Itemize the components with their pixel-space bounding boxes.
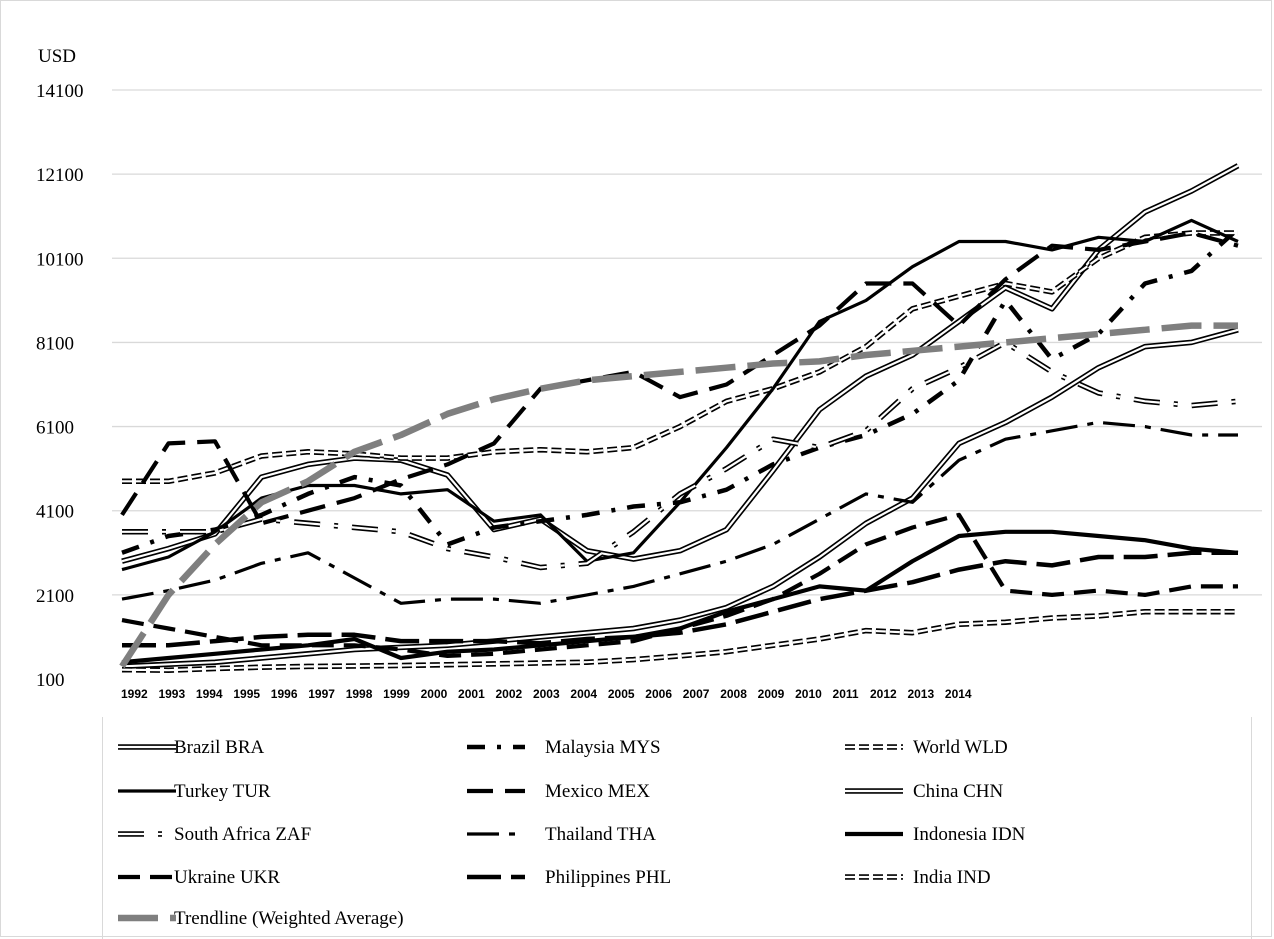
series-path xyxy=(119,322,1238,669)
x-tick-label: 2004 xyxy=(570,687,597,701)
series-line-9 xyxy=(121,512,1238,659)
series-line-6 xyxy=(122,339,1239,571)
x-tick-label: 1997 xyxy=(308,687,335,701)
series-path xyxy=(121,218,1239,572)
x-tick-label: 2010 xyxy=(795,687,822,701)
series-path xyxy=(122,550,1238,648)
legend-item: Brazil BRA xyxy=(118,737,265,758)
legend-item: Trendline (Weighted Average) xyxy=(118,908,404,929)
x-tick-label: 2000 xyxy=(421,687,448,701)
y-tick-label: 14100 xyxy=(36,81,84,102)
series-lines xyxy=(119,163,1240,673)
series-line-12 xyxy=(119,322,1238,669)
x-tick-label: 2009 xyxy=(758,687,785,701)
y-tick-label: 8100 xyxy=(36,333,74,354)
series-path xyxy=(121,420,1238,605)
legend-label: World WLD xyxy=(913,737,1008,758)
y-tick-label: 100 xyxy=(36,670,65,691)
x-tick-label: 1992 xyxy=(121,687,148,701)
legend-item: World WLD xyxy=(845,737,1008,758)
series-line-10 xyxy=(122,550,1238,648)
series-path xyxy=(121,610,1238,672)
series-path xyxy=(120,230,1239,526)
y-tick-label: 6100 xyxy=(36,418,74,439)
y-axis-title: USD xyxy=(38,46,76,67)
x-tick-label: 2014 xyxy=(945,687,972,701)
x-tick-labels: 1992 1993 1994 1995 1996 1997 1998 1999 2000 2001… xyxy=(121,687,972,701)
series-path xyxy=(122,341,1239,569)
series-path xyxy=(121,327,1239,670)
series-path xyxy=(121,164,1239,563)
x-tick-label: 2006 xyxy=(645,687,672,701)
series-line-11 xyxy=(121,608,1238,673)
legend-label: Malaysia MYS xyxy=(545,737,661,758)
x-tick-label: 2011 xyxy=(833,687,859,701)
y-tick-label: 2100 xyxy=(36,586,74,607)
legend-label: Philippines PHL xyxy=(545,867,671,888)
legend-item: Ukraine UKR xyxy=(118,867,280,888)
x-tick-label: 1994 xyxy=(196,687,223,701)
y-tick-labels: 100 2100 4100 6100 8100 10100 12100 14100 xyxy=(36,81,84,691)
legend-item: Mexico MEX xyxy=(467,781,650,802)
x-tick-label: 2007 xyxy=(683,687,710,701)
legend-item: India IND xyxy=(845,867,991,888)
legend-label: China CHN xyxy=(913,781,1004,802)
series-path xyxy=(122,231,1238,483)
legend-item: China CHN xyxy=(845,781,1004,802)
legend-item: Turkey TUR xyxy=(118,781,271,802)
legend-item: Indonesia IDN xyxy=(845,824,1026,845)
x-tick-label: 2002 xyxy=(496,687,523,701)
y-tick-label: 4100 xyxy=(36,502,74,523)
x-tick-label: 2008 xyxy=(720,687,747,701)
x-tick-label: 1998 xyxy=(346,687,373,701)
x-tick-label: 2005 xyxy=(608,687,635,701)
legend-label: Brazil BRA xyxy=(174,737,265,758)
y-tick-label: 12100 xyxy=(36,165,84,186)
series-line-4 xyxy=(120,230,1239,526)
x-tick-label: 1995 xyxy=(233,687,260,701)
x-tick-label: 2001 xyxy=(458,687,485,701)
legend-label: Ukraine UKR xyxy=(174,867,280,888)
legend-item: South Africa ZAF xyxy=(118,824,311,845)
legend-label: Trendline (Weighted Average) xyxy=(174,908,404,929)
legend-label: Mexico MEX xyxy=(545,781,650,802)
series-line-5 xyxy=(121,327,1239,670)
series-path xyxy=(121,328,1239,668)
series-path xyxy=(121,512,1238,659)
x-tick-label: 2003 xyxy=(533,687,560,701)
legend-item: Malaysia MYS xyxy=(467,737,661,758)
legend-item: Philippines PHL xyxy=(467,867,671,888)
x-tick-label: 1996 xyxy=(271,687,298,701)
series-line-3 xyxy=(121,218,1239,572)
legend-item: Thailand THA xyxy=(467,824,656,845)
x-tick-label: 2012 xyxy=(870,687,897,701)
legend-label: India IND xyxy=(913,867,991,888)
legend-label: Thailand THA xyxy=(545,824,656,845)
series-line-2 xyxy=(122,230,1238,485)
legend-label: South Africa ZAF xyxy=(174,824,311,845)
series-line-0 xyxy=(121,163,1240,564)
series-path xyxy=(122,230,1238,485)
x-tick-label: 1993 xyxy=(158,687,185,701)
y-tick-label: 10100 xyxy=(36,249,84,270)
legend-label: Turkey TUR xyxy=(174,781,271,802)
legend: Brazil BRA Malaysia MYS World WLD Turkey TU… xyxy=(118,737,1026,929)
series-line-7 xyxy=(121,420,1238,605)
legend-label: Indonesia IDN xyxy=(913,824,1026,845)
legend-box xyxy=(102,717,1252,939)
x-tick-label: 1999 xyxy=(383,687,410,701)
x-tick-label: 2013 xyxy=(907,687,934,701)
